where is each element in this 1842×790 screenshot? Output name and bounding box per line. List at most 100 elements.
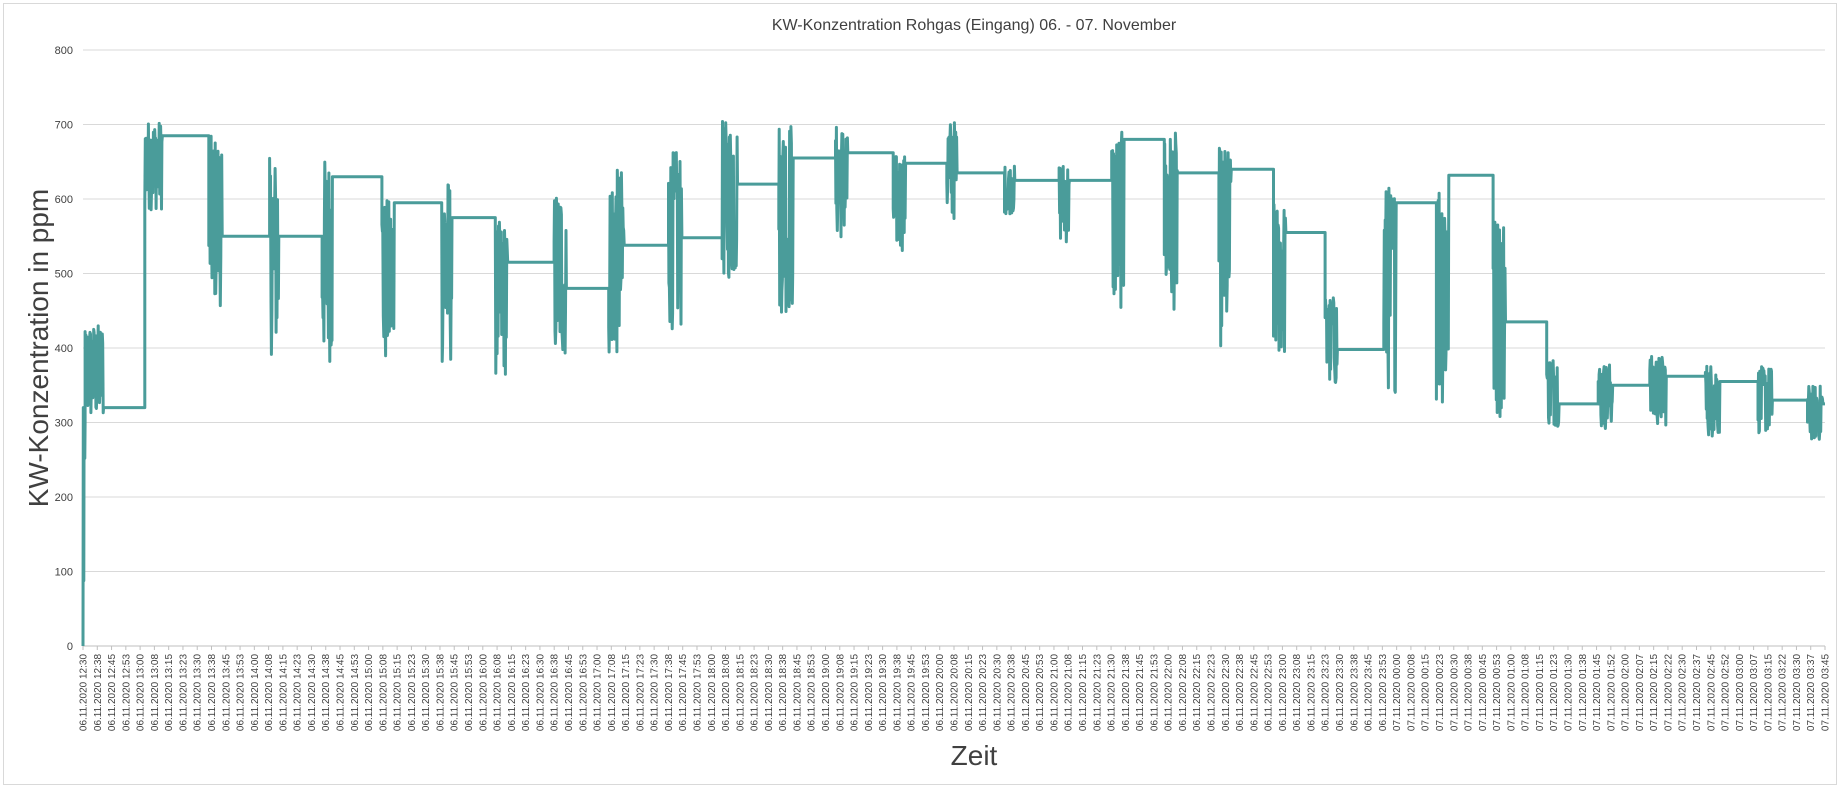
x-tick-label: 07.11.2020 03:15 <box>1763 654 1774 732</box>
x-tick-label: 06.11.2020 12:30 <box>79 654 90 732</box>
x-tick-label: 07.11.2020 00:53 <box>1492 654 1503 732</box>
x-tick-label: 06.11.2020 20:00 <box>935 654 946 732</box>
x-tick-label: 06.11.2020 23:45 <box>1364 654 1375 732</box>
x-tick-label: 06.11.2020 21:23 <box>1092 654 1103 732</box>
x-tick-label: 06.11.2020 22:38 <box>1235 654 1246 732</box>
x-tick-label: 06.11.2020 23:53 <box>1378 654 1389 732</box>
x-tick-label: 07.11.2020 01:38 <box>1578 654 1589 732</box>
x-tick-label: 06.11.2020 13:38 <box>207 654 218 732</box>
x-tick-label: 06.11.2020 19:23 <box>864 654 875 732</box>
x-axis-ticks: 06.11.2020 12:30 06.11.2020 12:38 06.11.20… <box>79 646 1832 731</box>
x-tick-label: 06.11.2020 22:08 <box>1178 654 1189 732</box>
x-tick-label: 06.11.2020 14:53 <box>350 654 361 732</box>
y-tick-label: 700 <box>55 120 73 132</box>
x-tick-label: 06.11.2020 17:00 <box>593 654 604 732</box>
x-tick-label: 06.11.2020 21:15 <box>1078 654 1089 732</box>
x-tick-label: 06.11.2020 18:15 <box>735 654 746 732</box>
x-tick-label: 07.11.2020 03:07 <box>1749 654 1760 732</box>
x-tick-label: 06.11.2020 17:45 <box>678 654 689 732</box>
x-tick-label: 06.11.2020 13:15 <box>164 654 175 732</box>
x-tick-label: 07.11.2020 00:00 <box>1392 654 1403 732</box>
x-tick-label: 07.11.2020 00:38 <box>1464 654 1475 732</box>
y-tick-label: 400 <box>55 343 73 355</box>
x-tick-label: 06.11.2020 13:23 <box>178 654 189 732</box>
x-tick-label: 06.11.2020 16:45 <box>564 654 575 732</box>
x-tick-label: 06.11.2020 22:30 <box>1221 654 1232 732</box>
x-tick-label: 06.11.2020 23:23 <box>1321 654 1332 732</box>
x-tick-label: 07.11.2020 03:30 <box>1792 654 1803 732</box>
x-tick-label: 07.11.2020 02:45 <box>1706 654 1717 732</box>
x-tick-label: 06.11.2020 13:00 <box>136 654 147 732</box>
x-tick-label: 06.11.2020 23:38 <box>1349 654 1360 732</box>
series-line <box>81 120 1825 647</box>
x-tick-label: 06.11.2020 15:15 <box>393 654 404 732</box>
x-tick-label: 06.11.2020 14:08 <box>264 654 275 732</box>
x-tick-label: 06.11.2020 20:23 <box>978 654 989 732</box>
x-tick-label: 07.11.2020 02:22 <box>1663 654 1674 732</box>
x-tick-label: 06.11.2020 22:23 <box>1207 654 1218 732</box>
y-tick-label: 0 <box>67 641 73 653</box>
x-tick-label: 06.11.2020 19:30 <box>878 654 889 732</box>
x-tick-label: 06.11.2020 16:00 <box>478 654 489 732</box>
x-tick-label: 06.11.2020 20:45 <box>1021 654 1032 732</box>
x-tick-label: 06.11.2020 14:15 <box>278 654 289 732</box>
x-tick-label: 07.11.2020 02:30 <box>1678 654 1689 732</box>
x-tick-label: 06.11.2020 15:00 <box>364 654 375 732</box>
x-tick-label: 06.11.2020 17:38 <box>664 654 675 732</box>
x-tick-label: 07.11.2020 01:08 <box>1521 654 1532 732</box>
x-tick-label: 07.11.2020 00:08 <box>1406 654 1417 732</box>
y-tick-label: 500 <box>55 269 73 281</box>
x-tick-label: 07.11.2020 01:52 <box>1606 654 1617 732</box>
x-tick-label: 06.11.2020 21:00 <box>1049 654 1060 732</box>
x-tick-label: 06.11.2020 12:45 <box>107 654 118 732</box>
x-tick-label: 06.11.2020 22:00 <box>1164 654 1175 732</box>
x-tick-label: 07.11.2020 03:45 <box>1821 654 1832 732</box>
x-tick-label: 06.11.2020 14:30 <box>307 654 318 732</box>
x-tick-label: 06.11.2020 12:53 <box>121 654 132 732</box>
x-tick-label: 06.11.2020 15:30 <box>421 654 432 732</box>
x-tick-label: 07.11.2020 02:00 <box>1621 654 1632 732</box>
x-tick-label: 06.11.2020 18:53 <box>807 654 818 732</box>
x-tick-label: 06.11.2020 20:08 <box>950 654 961 732</box>
x-tick-label: 06.11.2020 18:00 <box>707 654 718 732</box>
x-tick-label: 06.11.2020 20:53 <box>1035 654 1046 732</box>
x-tick-label: 06.11.2020 13:45 <box>221 654 232 732</box>
x-tick-label: 06.11.2020 15:45 <box>450 654 461 732</box>
x-tick-label: 07.11.2020 01:00 <box>1506 654 1517 732</box>
x-tick-label: 06.11.2020 20:38 <box>1007 654 1018 732</box>
x-tick-label: 06.11.2020 14:23 <box>293 654 304 732</box>
x-tick-label: 06.11.2020 19:53 <box>921 654 932 732</box>
x-tick-label: 06.11.2020 17:53 <box>692 654 703 732</box>
x-tick-label: 06.11.2020 23:15 <box>1306 654 1317 732</box>
x-tick-label: 06.11.2020 22:15 <box>1192 654 1203 732</box>
x-tick-label: 06.11.2020 23:30 <box>1335 654 1346 732</box>
x-tick-label: 06.11.2020 21:38 <box>1121 654 1132 732</box>
x-tick-label: 06.11.2020 20:15 <box>964 654 975 732</box>
x-tick-label: 06.11.2020 16:38 <box>550 654 561 732</box>
x-tick-label: 07.11.2020 02:15 <box>1649 654 1660 732</box>
x-tick-label: 06.11.2020 18:23 <box>750 654 761 732</box>
x-tick-label: 06.11.2020 14:00 <box>250 654 261 732</box>
chart-title: KW-Konzentration Rohgas (Eingang) 06. - … <box>772 17 1177 34</box>
x-tick-label: 06.11.2020 19:38 <box>892 654 903 732</box>
x-tick-label: 06.11.2020 18:45 <box>792 654 803 732</box>
x-tick-label: 06.11.2020 21:53 <box>1149 654 1160 732</box>
x-tick-label: 06.11.2020 23:00 <box>1278 654 1289 732</box>
x-tick-label: 06.11.2020 22:53 <box>1264 654 1275 732</box>
x-tick-label: 06.11.2020 18:38 <box>778 654 789 732</box>
y-tick-label: 800 <box>55 45 73 57</box>
x-tick-label: 07.11.2020 01:15 <box>1535 654 1546 732</box>
y-tick-label: 200 <box>55 492 73 504</box>
x-axis-label: Zeit <box>951 740 998 771</box>
x-tick-label: 06.11.2020 17:23 <box>635 654 646 732</box>
x-tick-label: 06.11.2020 13:30 <box>193 654 204 732</box>
x-tick-label: 07.11.2020 03:00 <box>1735 654 1746 732</box>
x-tick-label: 06.11.2020 19:08 <box>835 654 846 732</box>
x-tick-label: 07.11.2020 00:30 <box>1449 654 1460 732</box>
x-tick-label: 06.11.2020 23:08 <box>1292 654 1303 732</box>
series-layer <box>81 120 1825 647</box>
chart-frame <box>3 3 1837 785</box>
x-tick-label: 06.11.2020 21:30 <box>1107 654 1118 732</box>
x-tick-label: 06.11.2020 12:38 <box>93 654 104 732</box>
